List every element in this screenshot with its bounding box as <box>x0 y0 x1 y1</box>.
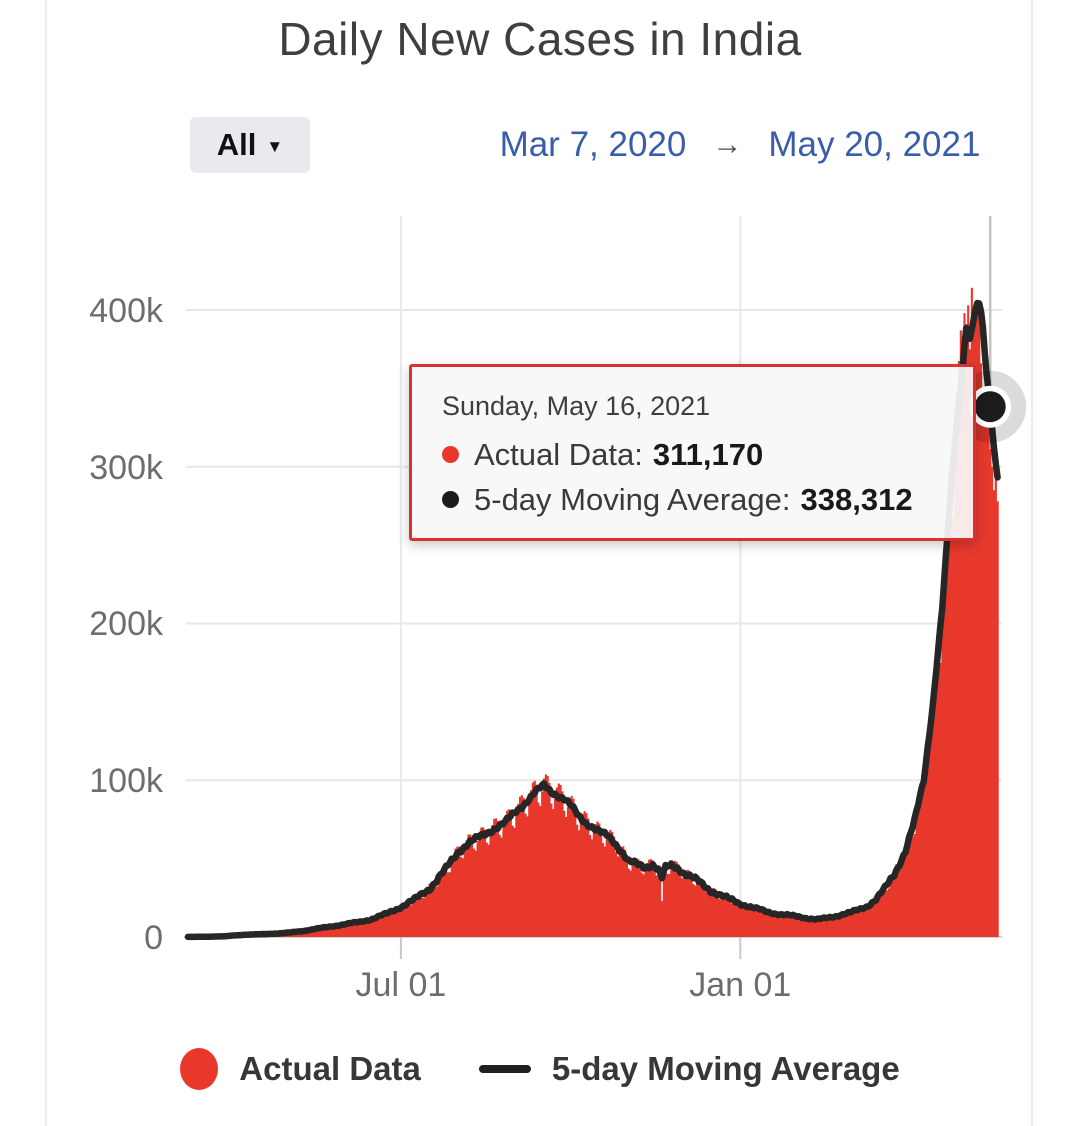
tooltip-actual-label: Actual Data: <box>474 436 643 472</box>
tooltip-actual-value: 311,170 <box>652 436 764 472</box>
y-tick-200k: 200k <box>89 605 164 643</box>
legend-item-moving-average[interactable]: 5-day Moving Average <box>478 1050 900 1088</box>
right-page-border <box>1031 0 1033 1126</box>
legend-item-actual[interactable]: Actual Data <box>180 1048 421 1090</box>
legend-moving-average-label: 5-day Moving Average <box>551 1050 900 1087</box>
tooltip-moving-average-row: 5-day Moving Average: 338,312 <box>442 477 949 522</box>
range-selector-label: All <box>216 127 257 162</box>
chevron-down-icon: ▼ <box>266 137 284 156</box>
chart-tooltip: Sunday, May 16, 2021 Actual Data: 311,17… <box>409 364 976 541</box>
moving-average-swatch-icon <box>478 1065 531 1073</box>
chart-legend: Actual Data 5-day Moving Average <box>0 1042 1080 1096</box>
page-title: Daily New Cases in India <box>278 13 802 65</box>
moving-average-bullet-icon <box>442 491 459 508</box>
x-tick-jan01: Jan 01 <box>689 966 791 1004</box>
x-axis-labels: Jul 01 Jan 01 <box>356 966 792 1004</box>
tooltip-actual-row: Actual Data: 311,170 <box>442 432 949 477</box>
x-tick-jul01: Jul 01 <box>356 966 447 1004</box>
arrow-right-icon: → <box>712 128 743 161</box>
y-tick-400k: 400k <box>89 292 164 330</box>
range-selector-button[interactable]: All ▼ <box>190 117 310 173</box>
actual-data-bullet-icon <box>442 446 459 463</box>
actual-data-swatch-icon <box>180 1048 219 1090</box>
legend-actual-label: Actual Data <box>239 1050 421 1087</box>
y-tick-0: 0 <box>144 919 163 957</box>
y-tick-100k: 100k <box>89 762 164 800</box>
start-date-link[interactable]: Mar 7, 2020 <box>499 125 687 164</box>
tooltip-date: Sunday, May 16, 2021 <box>442 391 711 421</box>
hover-marker <box>974 391 1006 423</box>
tooltip-moving-average-label: 5-day Moving Average: <box>474 481 791 517</box>
end-date-link[interactable]: May 20, 2021 <box>768 125 981 164</box>
left-page-border <box>45 0 47 1126</box>
date-range: Mar 7, 2020 → May 20, 2021 <box>470 117 1010 173</box>
y-tick-300k: 300k <box>89 449 164 487</box>
tooltip-moving-average-value: 338,312 <box>800 481 913 517</box>
moving-average-line[interactable] <box>184 299 1001 941</box>
y-axis-labels: 0 100k 200k 300k 400k <box>89 292 164 957</box>
x-gridlines <box>399 216 742 959</box>
actual-data-bars[interactable] <box>187 287 999 937</box>
